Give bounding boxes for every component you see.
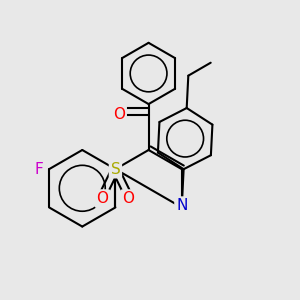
Text: O: O	[113, 107, 125, 122]
Text: N: N	[176, 198, 188, 213]
Text: O: O	[97, 191, 109, 206]
Text: S: S	[111, 162, 120, 177]
Text: O: O	[122, 191, 134, 206]
Text: F: F	[34, 162, 43, 177]
